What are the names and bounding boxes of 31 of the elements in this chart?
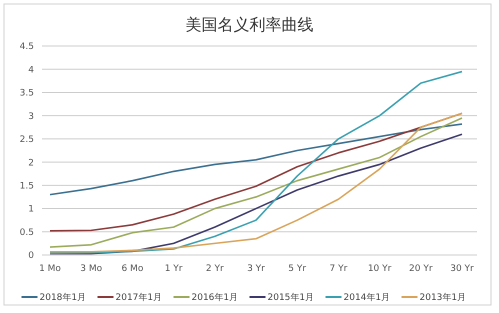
x-tick-label: 7 Yr (330, 264, 348, 274)
x-tick-label: 10 Yr (368, 264, 392, 274)
legend-label: 2015年1月 (268, 292, 314, 304)
y-tick-label: 3 (28, 112, 34, 122)
y-tick-label: 4 (28, 65, 34, 76)
x-tick-label: 5 Yr (288, 264, 306, 274)
x-tick-label: 20 Yr (409, 264, 433, 274)
y-tick-label: 1.5 (20, 181, 34, 192)
x-tick-label: 3 Mo (80, 264, 103, 274)
y-tick-label: 1 (28, 204, 34, 215)
x-tick-label: 3 Yr (247, 264, 266, 274)
line-series (49, 123, 463, 196)
x-tick-label: 1 Yr (164, 264, 183, 274)
y-tick-label: 4.5 (20, 42, 34, 52)
legend-label: 2016年1月 (192, 292, 238, 304)
x-tick-label: 6 Mo (121, 264, 144, 274)
x-tick-label: 2 Yr (206, 264, 224, 274)
legend-label: 2017年1月 (116, 292, 162, 304)
chart-title: 美国名义利率曲线 (186, 15, 314, 34)
x-tick-label: 1 Mo (39, 264, 62, 274)
line-series (49, 70, 463, 254)
y-tick-label: 3.5 (20, 88, 34, 99)
x-tick-label: 30 Yr (450, 264, 474, 274)
line-series (49, 133, 463, 254)
legend-label: 2013年1月 (420, 292, 466, 304)
y-tick-label: 0.5 (20, 228, 34, 238)
y-tick-label: 2 (28, 158, 34, 168)
y-tick-label: 2.5 (20, 135, 34, 146)
legend-label: 2018年1月 (40, 292, 86, 304)
y-tick-label: 0 (28, 251, 34, 262)
legend-label: 2014年1月 (344, 292, 390, 304)
